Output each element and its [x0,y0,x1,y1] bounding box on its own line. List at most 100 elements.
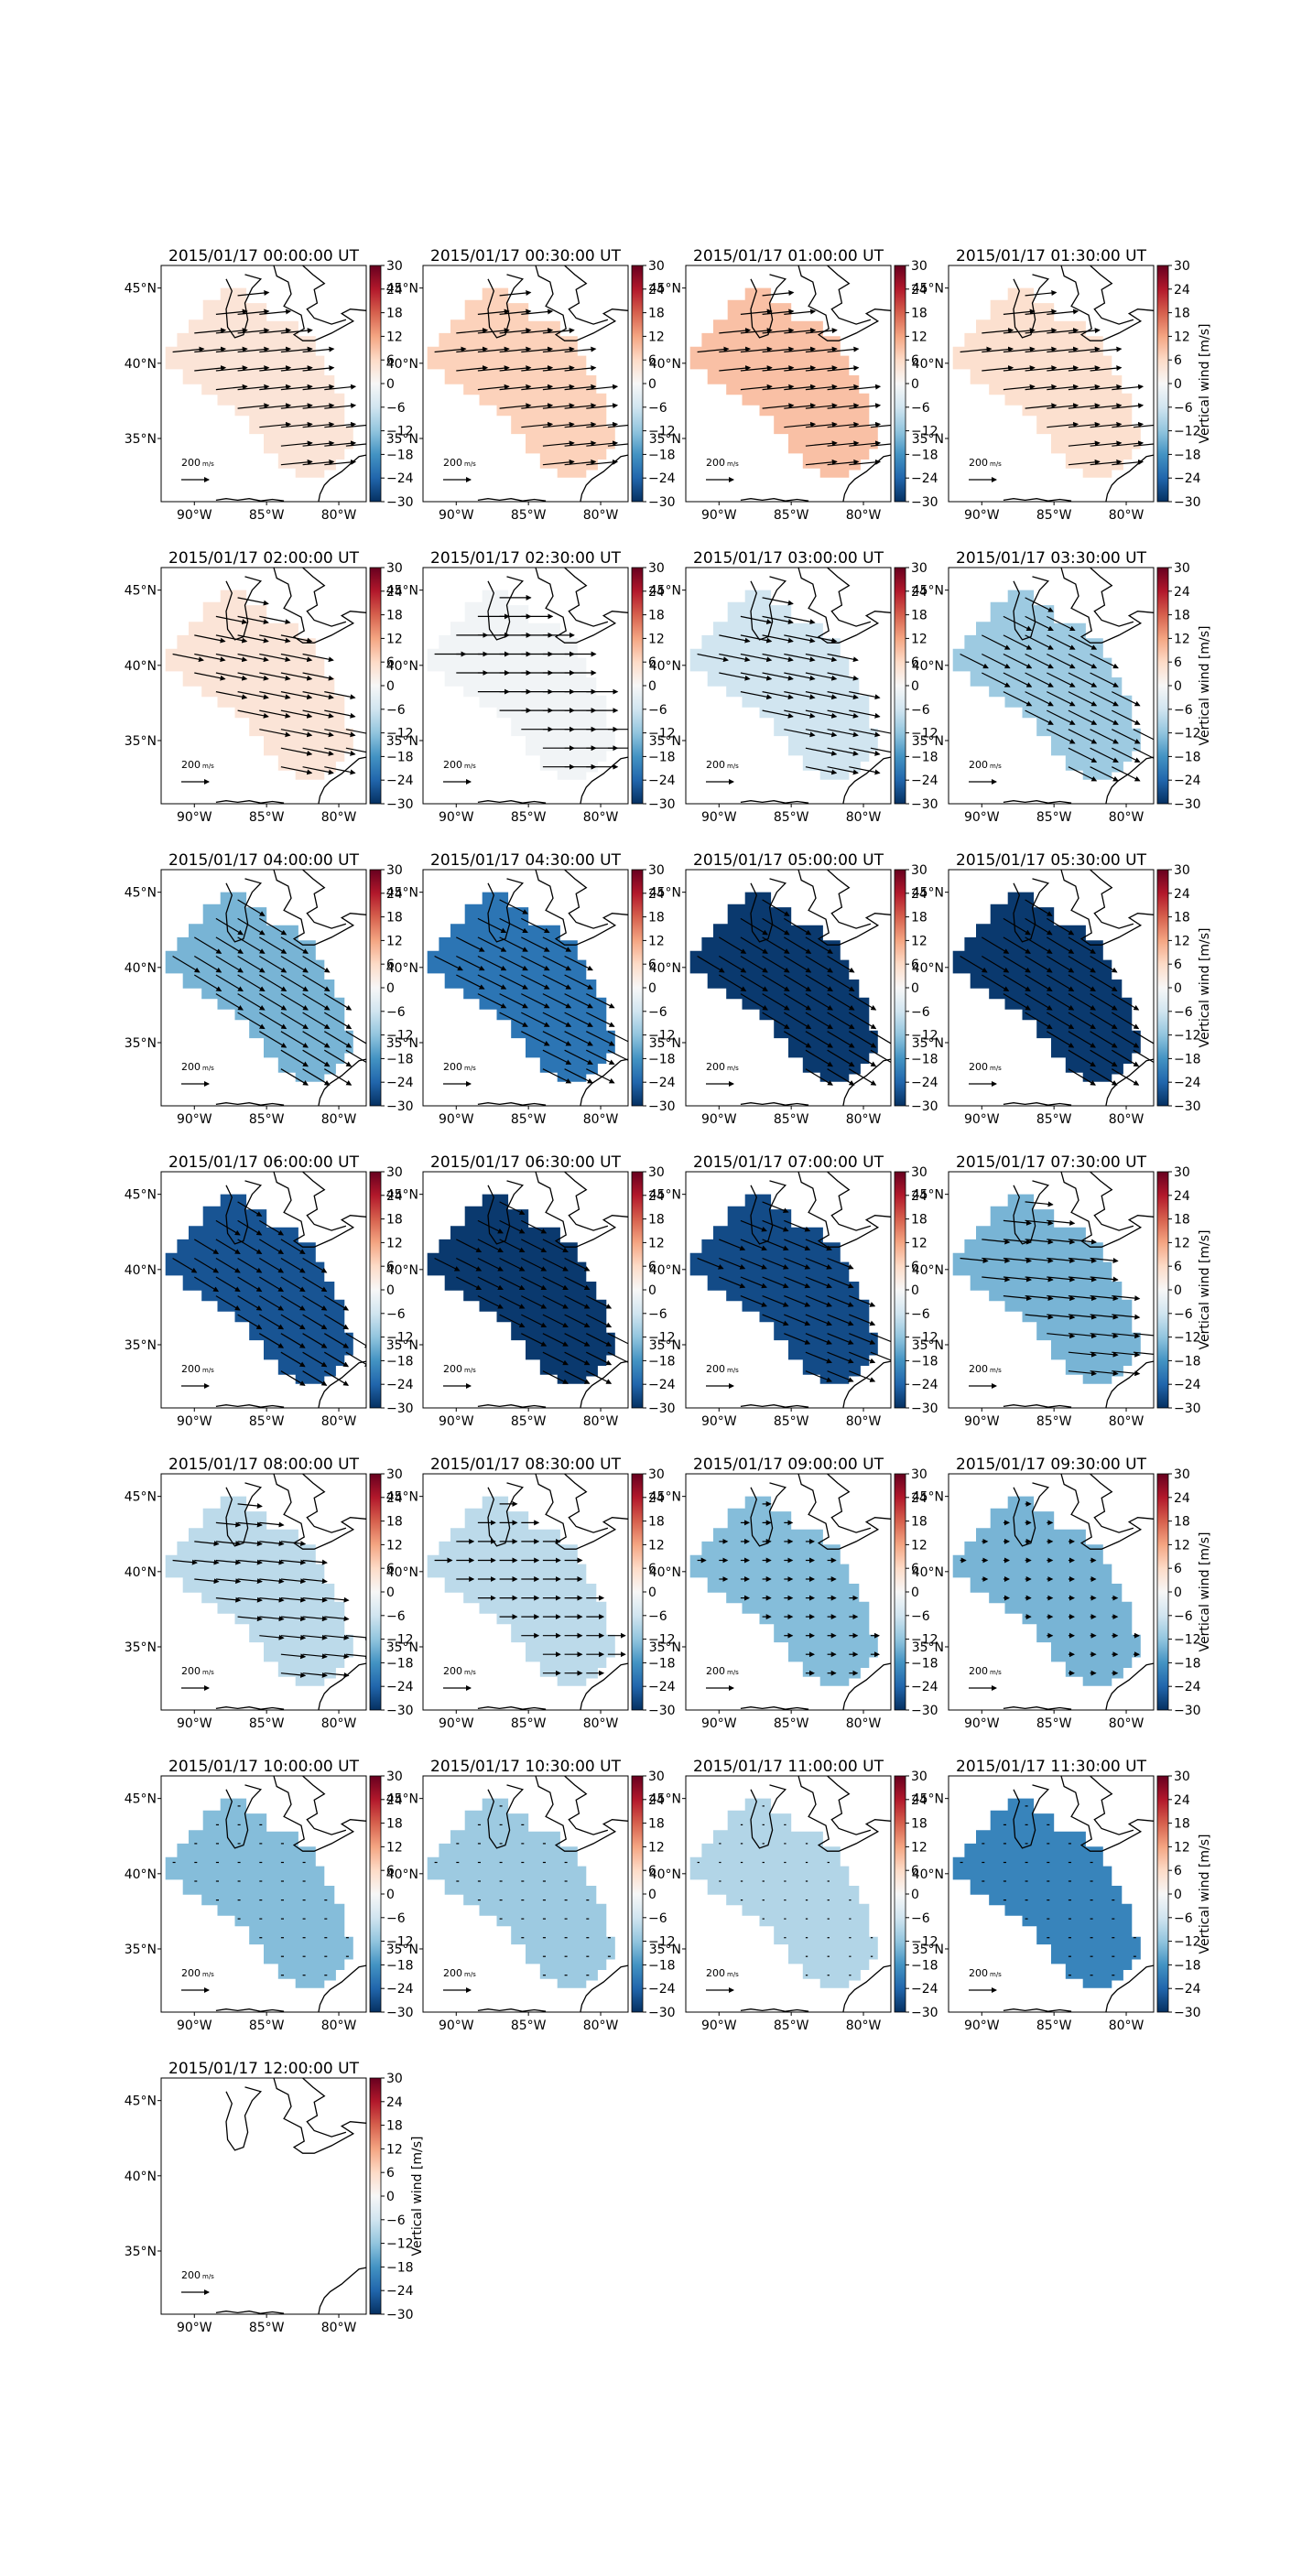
wind-vector [784,1314,811,1326]
wind-vector [237,346,270,353]
colorbar-tick-label: −18 [386,1354,414,1369]
wind-vector [827,1276,854,1289]
wind-vector [1025,917,1053,936]
wind-vector [477,1239,504,1253]
wind-vector [280,1672,307,1678]
wind-vector [982,328,1014,334]
lon-tick-label: 80°W [1109,1414,1145,1429]
colorbar-tick-label: 12 [648,330,665,344]
scale-arrow-unit: m/s [202,1669,214,1676]
colorbar-tick-label: 12 [648,1538,665,1553]
great-lakes-shoreline [827,1474,872,1533]
wind-vector [215,974,244,992]
colorbar-tick-label: −18 [1174,1052,1201,1066]
wind-vector [762,308,795,315]
wind-vector [982,1239,1011,1245]
colorbar-tick-label: −18 [911,1656,938,1671]
wind-vector [586,1012,615,1027]
axes-frame [422,869,629,1107]
wind-vector [499,1239,526,1253]
wind-vector [1025,691,1054,707]
atlantic-coastline [318,2267,366,2314]
wind-vector [740,1239,767,1251]
wind-vector [870,1049,891,1064]
lon-tick-label: 80°W [846,810,882,825]
wind-vector [542,1068,572,1084]
gulf-coastline [477,2008,547,2012]
wind-vector [324,709,356,719]
wind-vector [259,346,292,353]
lon-tick-label: 90°W [177,1716,212,1731]
wind-vector [237,1559,263,1565]
lat-tick-label: 40°N [912,1565,944,1580]
scale-arrow-unit: m/s [202,2273,214,2280]
wind-vector [762,1314,789,1326]
gulf-coastline [740,1102,809,1106]
wind-vector [740,346,773,353]
map-panel: 200 m/s 2015/01/17 02:30:00 UT 45°N 40°N 35°N… [386,549,676,825]
wind-vector [323,1031,353,1048]
great-lakes-shoreline [1060,1172,1154,1248]
wind-vector [607,1049,628,1061]
wind-vector [1090,955,1118,973]
wind-vector [345,1333,366,1348]
lon-tick-label: 85°W [249,1112,285,1127]
wind-vector [1090,365,1123,372]
wind-vector [1047,1257,1076,1263]
wind-vector [740,691,773,700]
wind-vector [586,1314,613,1328]
colorbar-tick-label: −12 [386,425,414,439]
colorbar-tick-label: −12 [648,727,676,741]
wind-vector [1068,955,1096,973]
map-panel: 200 m/s 2015/01/17 10:00:00 UT 45°N 40°N 35°N… [125,1758,414,2033]
wind-vector [827,955,855,973]
wind-vector [302,729,334,738]
great-lakes-shoreline [273,2078,366,2154]
colorbar-tick-label: −30 [911,1402,938,1416]
wind-vector [740,917,768,936]
wind-vector [1047,691,1076,707]
colorbar-tick-label: 12 [386,632,403,646]
colorbar-tick-label: −24 [911,1680,938,1694]
colorbar-tick-label: 30 [386,561,403,576]
colorbar-tick-label: −30 [1174,1402,1201,1416]
lake-michigan-outline [225,2086,263,2151]
wind-vector [849,766,881,775]
wind-vector [1003,955,1031,973]
wind-vector [1025,899,1053,916]
lon-tick-label: 85°W [249,810,285,825]
scale-arrow-unit: m/s [464,763,476,770]
wind-vector [215,365,248,372]
wind-vector [1111,1068,1140,1086]
wind-vector [982,1276,1011,1283]
wind-vector [193,936,222,954]
colorbar-tick-label: 24 [1174,283,1190,298]
wind-vector [960,653,989,669]
wind-vector [1047,634,1076,650]
wind-vector [1068,421,1101,428]
wind-vector [1025,290,1058,297]
wind-vector [172,955,201,973]
wind-vector [1112,1370,1141,1377]
wind-vector [1068,1031,1096,1048]
gulf-coastline [740,2008,809,2012]
lat-tick-label: 35°N [912,1640,944,1655]
wind-vector [586,1333,613,1347]
colorbar-tick-label: −24 [648,774,676,788]
lat-tick-label: 40°N [649,357,681,372]
wind-vector [521,365,554,372]
colorbar-tick-label: 0 [911,679,919,694]
wind-vector [1025,1295,1054,1302]
wind-vector [323,1351,350,1368]
wind-vector [740,974,768,992]
wind-vector [564,1333,591,1347]
wind-vector [586,993,615,1009]
wind-vector [1068,1012,1096,1030]
wind-vector [564,1257,591,1272]
wind-vector [215,1596,242,1603]
wind-vector [542,365,575,372]
lat-tick-label: 45°N [649,886,681,901]
wind-vector [1047,1219,1076,1226]
colorbar-tick-label: 24 [648,887,665,902]
colorbar-tick-label: −24 [911,774,938,788]
